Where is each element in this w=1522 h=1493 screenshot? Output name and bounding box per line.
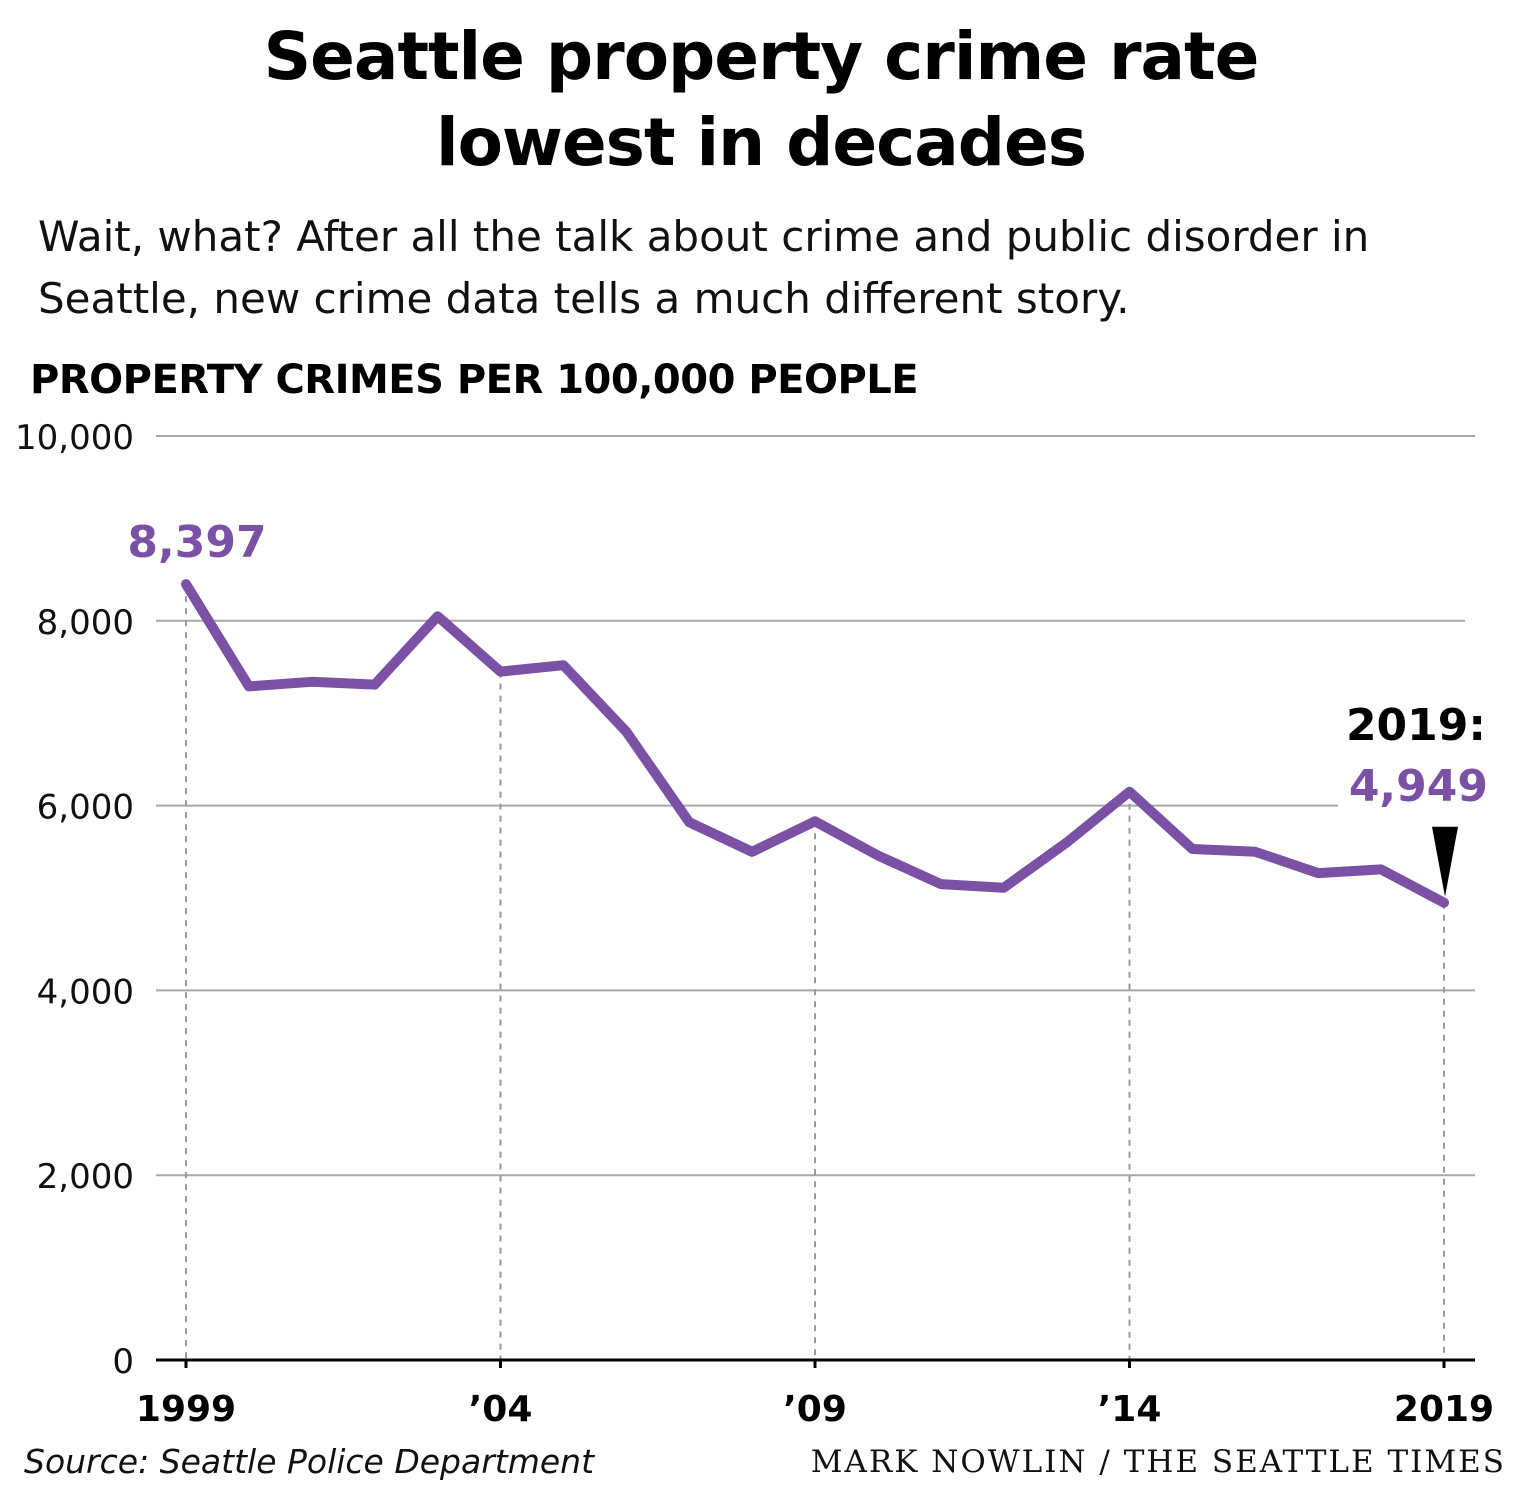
y-tick-label: 0 [112,1342,134,1382]
data-series-line [181,579,1449,908]
chart-title-line-1: Seattle property crime rate [263,18,1260,95]
chart-subtitle: Wait, what? After all the talk about cri… [38,212,1370,323]
x-tick-label: ’09 [783,1389,847,1430]
x-tick-label: ’14 [1098,1389,1162,1430]
chart-title-line-2: lowest in decades [435,104,1087,181]
credit-line: MARK NOWLIN / THE SEATTLE TIMES [810,1444,1506,1480]
y-tick-label: 4,000 [37,972,134,1012]
y-axis-label: PROPERTY CRIMES PER 100,000 PEOPLE [30,357,919,403]
y-tick-label: 2,000 [37,1157,134,1197]
x-tick-label: ’04 [469,1389,533,1430]
end-value-label: 4,949 [1349,761,1488,812]
chart-title: Seattle property crime rate lowest in de… [0,14,1522,186]
source-note: Source: Seattle Police Department [24,1442,595,1481]
x-tick-label: 1999 [136,1389,236,1430]
y-tick-label: 8,000 [37,603,134,643]
start-value-label: 8,397 [127,517,266,568]
end-year-label: 2019: [1346,700,1486,751]
y-tick-label: 6,000 [37,788,134,828]
x-tick-label: 2019 [1394,1389,1494,1430]
end-pointer-arrow [1432,826,1458,897]
y-tick-label: 10,000 [15,418,134,458]
